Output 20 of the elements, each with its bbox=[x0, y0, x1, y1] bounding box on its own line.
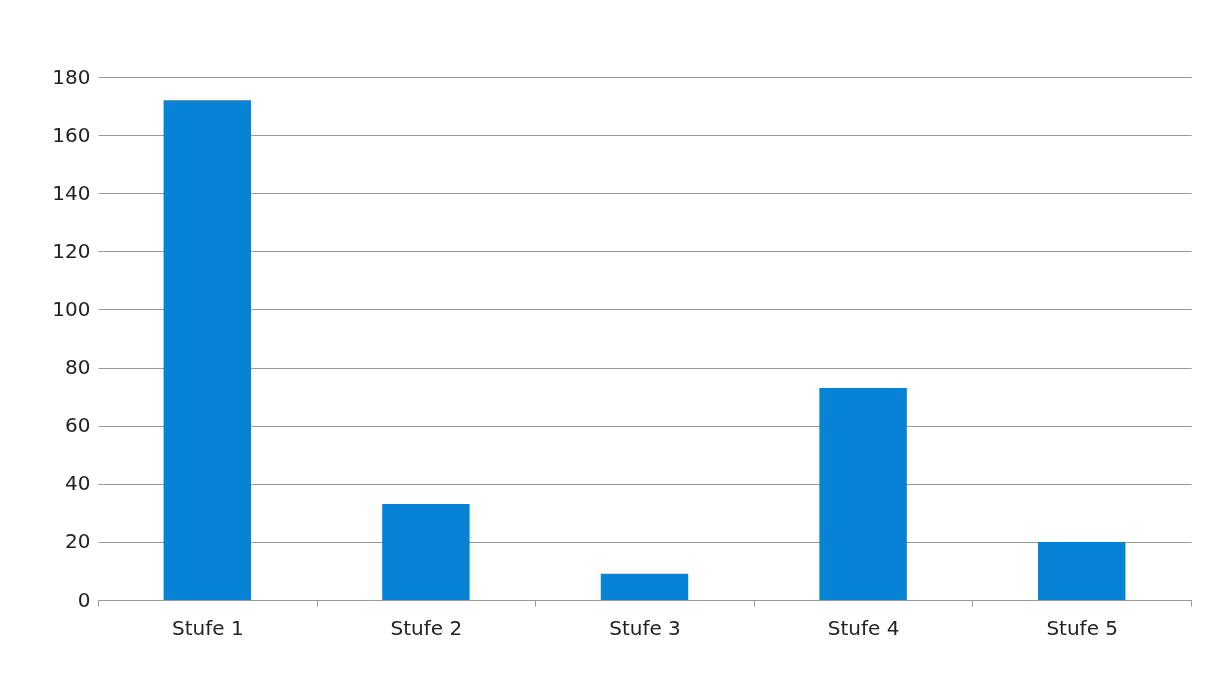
x-tick-label: Stufe 5 bbox=[1046, 615, 1119, 640]
bar bbox=[382, 504, 470, 600]
x-tick-label: Stufe 3 bbox=[609, 615, 681, 640]
y-tick-label: 160 bbox=[52, 122, 91, 147]
y-tick-label: 120 bbox=[52, 238, 91, 263]
y-tick-label: 0 bbox=[77, 587, 91, 612]
x-tick-label: Stufe 1 bbox=[171, 615, 244, 640]
y-tick-label: 100 bbox=[52, 296, 91, 321]
x-tick-label: Stufe 2 bbox=[390, 615, 463, 640]
bar bbox=[600, 573, 689, 600]
x-tick-label: Stufe 4 bbox=[827, 615, 900, 640]
y-tick-label: 40 bbox=[65, 471, 91, 496]
bar bbox=[163, 100, 252, 600]
y-tick-label: 20 bbox=[65, 529, 91, 554]
y-tick-label: 180 bbox=[52, 64, 91, 89]
bar bbox=[1037, 541, 1126, 600]
bar bbox=[819, 387, 907, 600]
y-tick-label: 80 bbox=[65, 355, 91, 380]
y-tick-label: 140 bbox=[52, 180, 91, 205]
y-tick-label: 60 bbox=[65, 413, 91, 438]
